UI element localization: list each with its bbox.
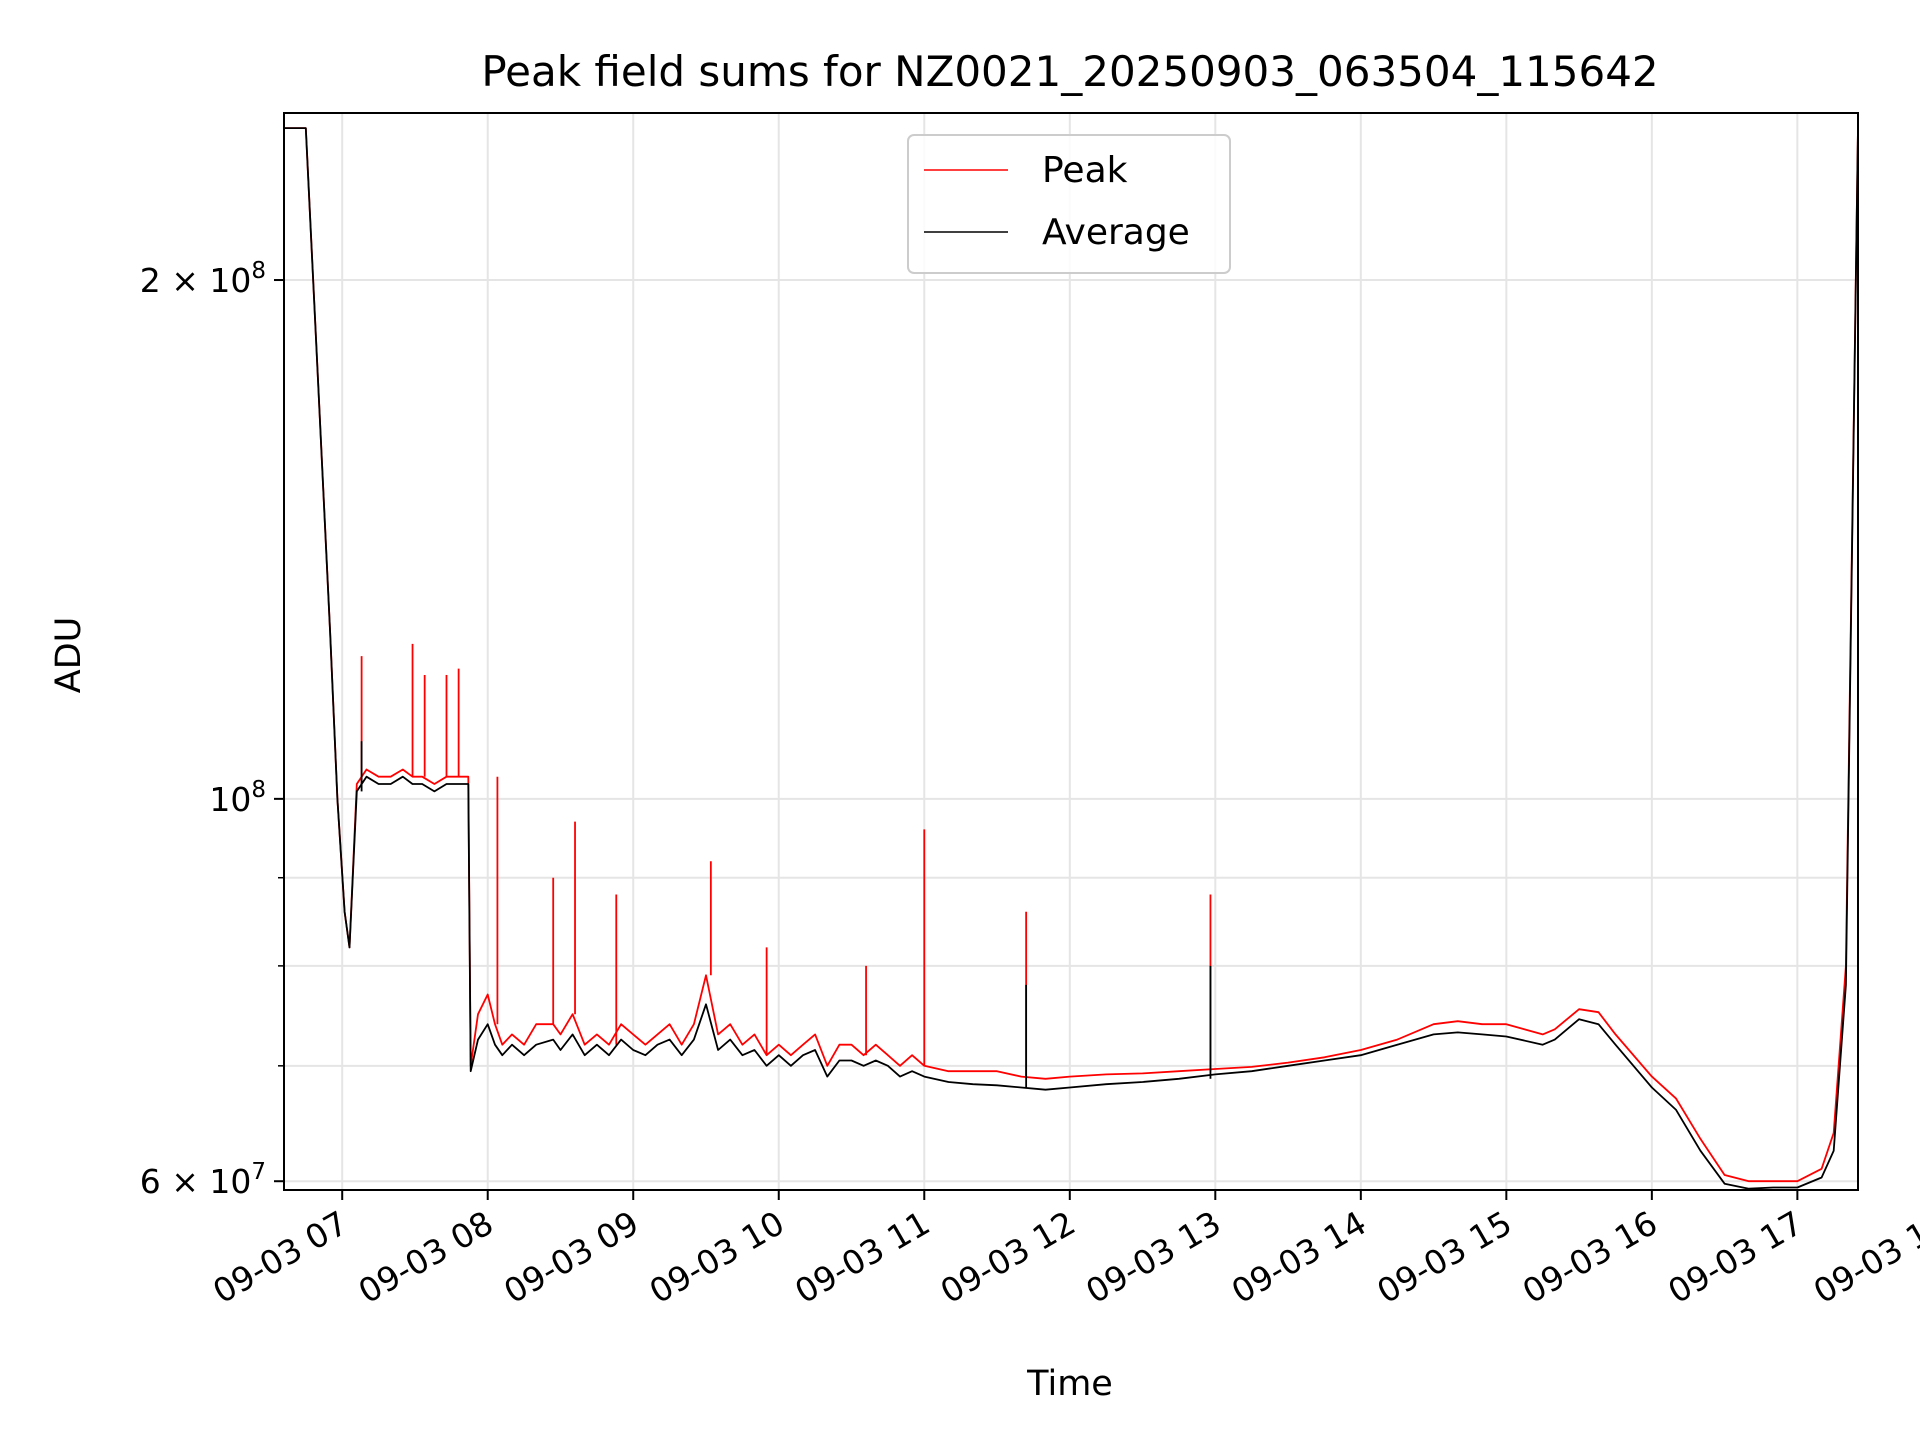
y-axis: 2 × 108 108 6 × 107: [140, 258, 284, 1201]
plot-area-frame: [283, 112, 1859, 1191]
legend-label-average: Average: [1042, 212, 1190, 253]
legend: Peak Average: [907, 134, 1231, 274]
series-group: [284, 127, 1858, 1190]
grid-lines: [284, 113, 1858, 1190]
legend-label-peak: Peak: [1042, 150, 1128, 191]
series-line-peak: [284, 127, 1858, 1183]
y-tick-label: 2 × 108: [140, 258, 266, 300]
series-line-average: [284, 127, 1858, 1190]
y-axis-label: ADU: [49, 617, 89, 694]
y-tick-label: 6 × 107: [140, 1159, 266, 1201]
chart-title: Peak field sums for NZ0021_20250903_0635…: [481, 47, 1658, 96]
y-tick-label: 108: [209, 777, 266, 819]
x-axis-label: Time: [1026, 1364, 1113, 1404]
plot-series-group: [284, 127, 1858, 1190]
